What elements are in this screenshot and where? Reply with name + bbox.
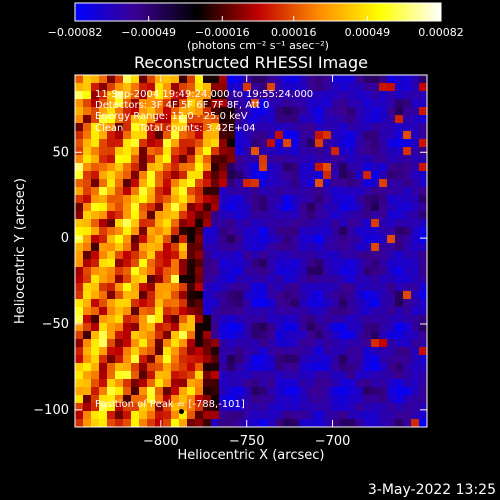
colorbar: −0.00082 −0.00049 −0.00016 0.00016 0.00049 0.… (48, 2, 464, 52)
colorbar-unit-label: (photons cm⁻² s⁻¹ asec⁻²) (187, 39, 329, 52)
colorbar-tick-label: 0.00016 (271, 26, 317, 39)
colorbar-gradient (74, 2, 442, 22)
x-tick-label: −700 (315, 434, 351, 449)
annotation-energy-range: Energy Range: 12.0 - 25.0 keV (95, 111, 248, 122)
annotation-clean-counts: Clean Total counts: 3.42E+04 (95, 123, 255, 134)
y-axis-label: Heliocentric Y (arcsec) (13, 178, 28, 324)
annotation-detectors: Detectors: 3F 4F 5F 6F 7F 8F, Att 0 (95, 100, 269, 111)
heatmap-image (75, 75, 427, 427)
colorbar-tick-label: 0.00082 (418, 26, 464, 39)
colorbar-tick-label: −0.00049 (121, 26, 176, 39)
y-tick-label: −100 (33, 403, 69, 418)
colorbar-tick-label: −0.00082 (48, 26, 103, 39)
y-axis: 50 0 −50 −100 (33, 145, 427, 418)
x-axis-label: Heliocentric X (arcsec) (178, 448, 325, 463)
x-axis: −800 −750 −700 (143, 75, 350, 449)
plot-frame (74, 74, 428, 428)
peak-position-label: Position of Peak = [-788,-101] (95, 399, 245, 410)
x-tick-label: −800 (143, 434, 179, 449)
colorbar-ticks: −0.00082 −0.00049 −0.00016 0.00016 0.00049 0.… (48, 16, 464, 39)
colorbar-tick-label: 0.00049 (345, 26, 391, 39)
colorbar-tick-label: −0.00016 (195, 26, 250, 39)
x-tick-label: −750 (229, 434, 265, 449)
peak-marker (178, 409, 184, 415)
y-tick-label: −50 (42, 317, 69, 332)
timestamp: 3-May-2022 13:25 (367, 482, 496, 498)
annotation-time-range: 11-Sep-2004 19:49:24.000 to 19:55:24.000 (95, 89, 313, 100)
chart-title: Reconstructed RHESSI Image (134, 53, 368, 72)
y-tick-label: 50 (52, 145, 69, 160)
annotation-block: 11-Sep-2004 19:49:24.000 to 19:55:24.000… (95, 89, 313, 134)
y-tick-label: 0 (61, 231, 69, 246)
